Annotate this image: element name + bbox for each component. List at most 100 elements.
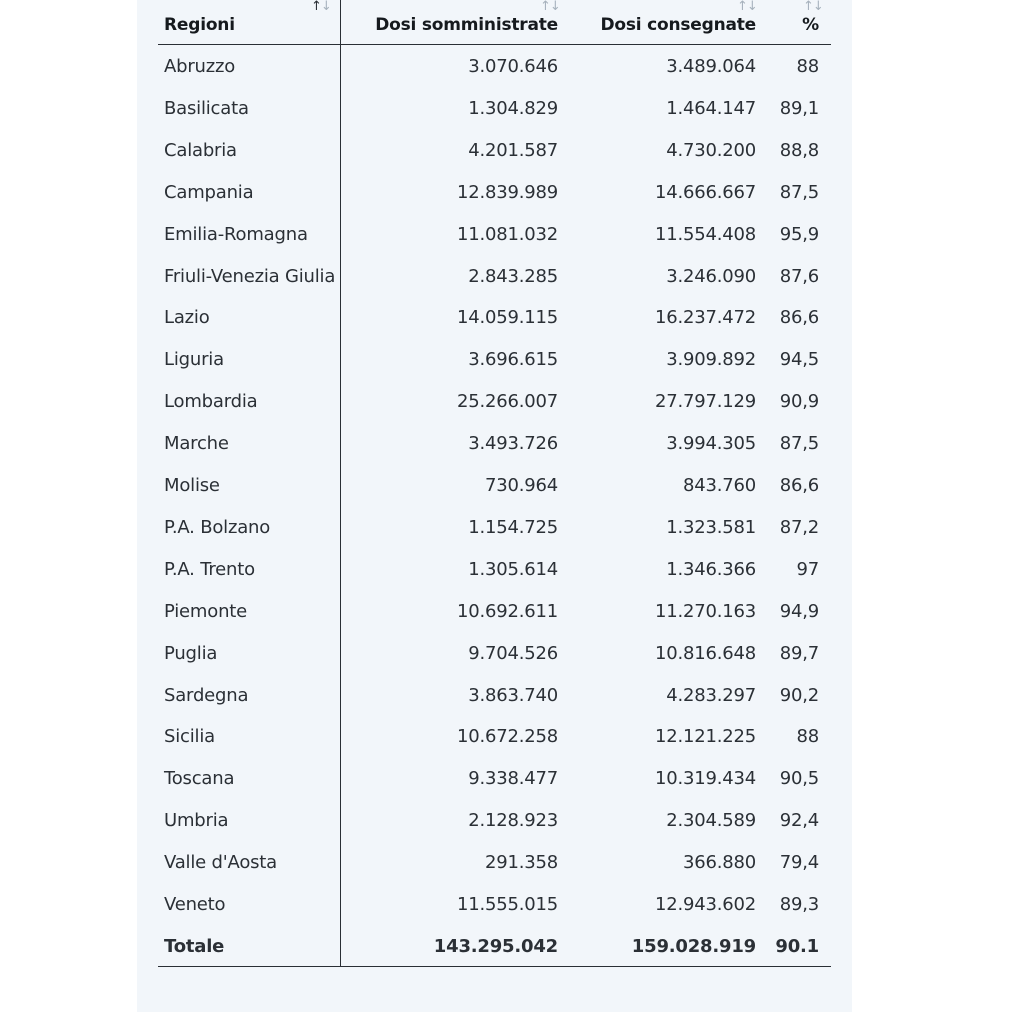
cell-delivered: 2.304.589 <box>666 810 756 831</box>
cell-region: Sardegna <box>164 685 249 706</box>
cell-region: Liguria <box>164 349 224 370</box>
cell-percent: 86,6 <box>779 475 819 496</box>
cell-percent: 86,6 <box>779 307 819 328</box>
cell-delivered: 4.283.297 <box>666 685 756 706</box>
header-rule <box>158 44 831 45</box>
header-regioni[interactable]: Regioni <box>164 15 235 35</box>
header-dosi-consegnate[interactable]: Dosi consegnate <box>600 15 756 35</box>
cell-region: P.A. Trento <box>164 559 255 580</box>
cell-administered: 10.692.611 <box>456 601 558 622</box>
cell-delivered: 1.323.581 <box>666 517 756 538</box>
cell-administered: 4.201.587 <box>468 140 558 161</box>
cell-delivered: 4.730.200 <box>666 140 756 161</box>
column-divider <box>340 0 341 967</box>
total-cell-administered: 143.295.042 <box>433 936 558 957</box>
cell-delivered: 12.121.225 <box>654 726 756 747</box>
cell-delivered: 1.464.147 <box>666 98 756 119</box>
cell-delivered: 10.816.648 <box>654 643 756 664</box>
cell-administered: 12.839.989 <box>456 182 558 203</box>
cell-administered: 11.081.032 <box>456 224 558 245</box>
cell-administered: 1.304.829 <box>468 98 558 119</box>
cell-region: Basilicata <box>164 98 249 119</box>
total-cell-percent: 90.1 <box>775 936 819 957</box>
cell-delivered: 27.797.129 <box>654 391 756 412</box>
cell-administered: 14.059.115 <box>456 307 558 328</box>
cell-delivered: 11.554.408 <box>654 224 756 245</box>
cell-delivered: 10.319.434 <box>654 768 756 789</box>
cell-region: Sicilia <box>164 726 215 747</box>
cell-percent: 87,5 <box>779 433 819 454</box>
sort-region-icon[interactable]: ↑↓ <box>311 0 332 14</box>
cell-delivered: 3.489.064 <box>666 56 756 77</box>
cell-percent: 90,5 <box>779 768 819 789</box>
cell-percent: 92,4 <box>779 810 819 831</box>
cell-percent: 89,7 <box>779 643 819 664</box>
header-percent[interactable]: % <box>802 15 819 35</box>
cell-region: Marche <box>164 433 229 454</box>
cell-region: Lombardia <box>164 391 258 412</box>
cell-region: Calabria <box>164 140 237 161</box>
sort-delivered-icon[interactable]: ↑↓ <box>737 0 758 14</box>
cell-administered: 1.154.725 <box>468 517 558 538</box>
cell-region: Valle d'Aosta <box>164 852 277 873</box>
cell-delivered: 11.270.163 <box>654 601 756 622</box>
cell-region: Campania <box>164 182 254 203</box>
cell-administered: 291.358 <box>484 852 558 873</box>
cell-region: Puglia <box>164 643 218 664</box>
cell-administered: 9.338.477 <box>468 768 558 789</box>
cell-percent: 89,3 <box>779 894 819 915</box>
cell-administered: 11.555.015 <box>456 894 558 915</box>
cell-region: Umbria <box>164 810 229 831</box>
cell-administered: 3.863.740 <box>468 685 558 706</box>
cell-region: Emilia-Romagna <box>164 224 308 245</box>
header-dosi-somministrate[interactable]: Dosi somministrate <box>375 15 558 35</box>
cell-delivered: 16.237.472 <box>654 307 756 328</box>
cell-administered: 25.266.007 <box>456 391 558 412</box>
cell-percent: 94,9 <box>779 601 819 622</box>
cell-percent: 88,8 <box>779 140 819 161</box>
cell-administered: 2.128.923 <box>468 810 558 831</box>
cell-percent: 95,9 <box>779 224 819 245</box>
cell-percent: 90,2 <box>779 685 819 706</box>
cell-delivered: 3.994.305 <box>666 433 756 454</box>
cell-administered: 730.964 <box>484 475 558 496</box>
total-cell-delivered: 159.028.919 <box>631 936 756 957</box>
cell-administered: 3.696.615 <box>468 349 558 370</box>
cell-administered: 3.070.646 <box>468 56 558 77</box>
cell-region: Friuli-Venezia Giulia <box>164 266 336 287</box>
cell-region: Piemonte <box>164 601 248 622</box>
cell-region: P.A. Bolzano <box>164 517 271 538</box>
cell-administered: 2.843.285 <box>468 266 558 287</box>
cell-administered: 9.704.526 <box>468 643 558 664</box>
cell-percent: 89,1 <box>779 98 819 119</box>
cell-delivered: 1.346.366 <box>666 559 756 580</box>
cell-delivered: 12.943.602 <box>654 894 756 915</box>
sort-percent-icon[interactable]: ↑↓ <box>803 0 824 14</box>
cell-delivered: 14.666.667 <box>654 182 756 203</box>
sort-administered-icon[interactable]: ↑↓ <box>540 0 561 14</box>
total-cell-region: Totale <box>164 936 225 957</box>
cell-delivered: 843.760 <box>682 475 756 496</box>
cell-percent: 87,6 <box>779 266 819 287</box>
cell-percent: 90,9 <box>779 391 819 412</box>
cell-administered: 1.305.614 <box>468 559 558 580</box>
cell-percent: 87,5 <box>779 182 819 203</box>
cell-percent: 97 <box>796 559 819 580</box>
footer-rule <box>158 966 831 967</box>
cell-percent: 88 <box>796 56 819 77</box>
cell-percent: 88 <box>796 726 819 747</box>
cell-region: Veneto <box>164 894 226 915</box>
cell-administered: 10.672.258 <box>456 726 558 747</box>
cell-region: Lazio <box>164 307 210 328</box>
cell-percent: 87,2 <box>779 517 819 538</box>
table-panel <box>137 0 852 1012</box>
cell-region: Toscana <box>164 768 235 789</box>
cell-region: Abruzzo <box>164 56 236 77</box>
cell-percent: 94,5 <box>779 349 819 370</box>
cell-administered: 3.493.726 <box>468 433 558 454</box>
cell-region: Molise <box>164 475 220 496</box>
cell-delivered: 3.909.892 <box>666 349 756 370</box>
cell-delivered: 366.880 <box>682 852 756 873</box>
cell-percent: 79,4 <box>779 852 819 873</box>
cell-delivered: 3.246.090 <box>666 266 756 287</box>
